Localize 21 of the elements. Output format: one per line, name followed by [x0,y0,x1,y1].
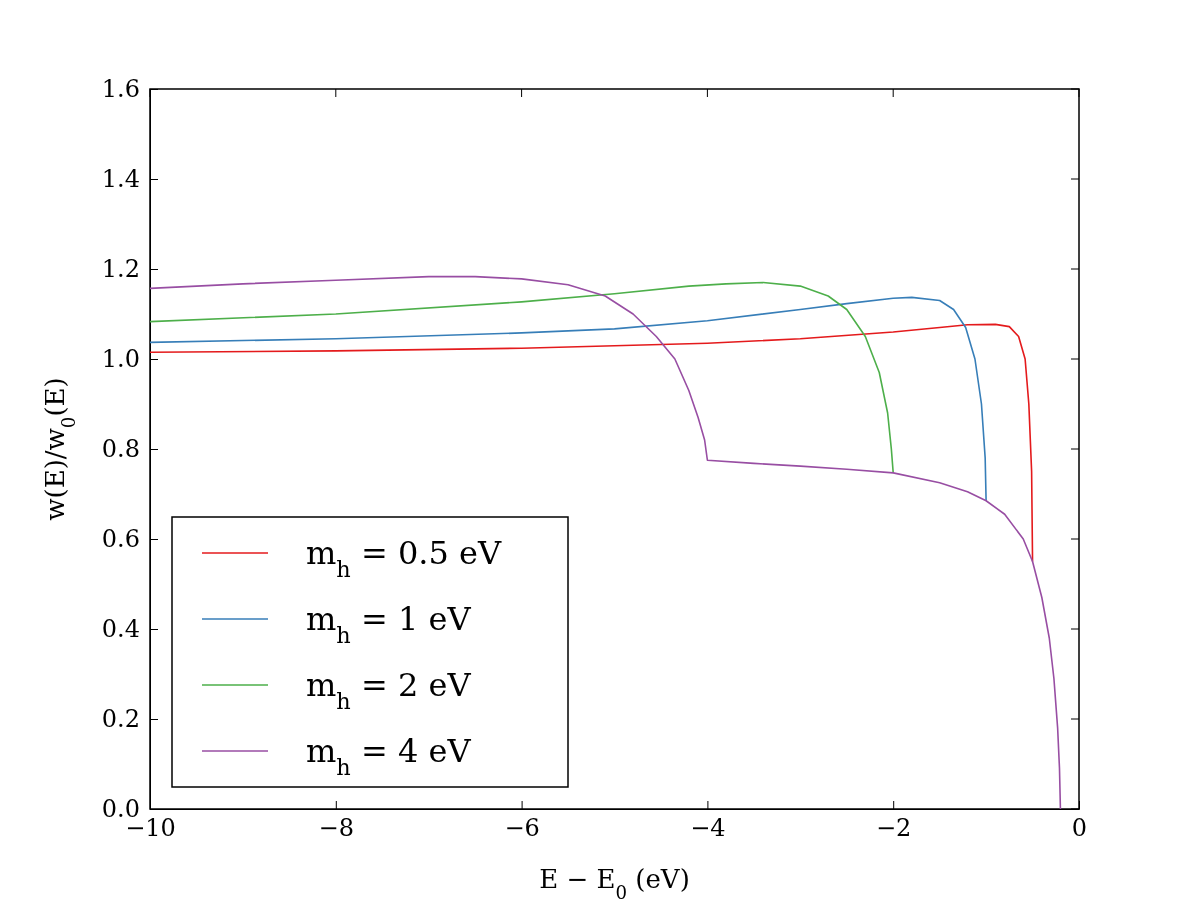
legend-label: m$_{h}$ = 2 eV [306,666,472,714]
y-tick-label: 0.8 [101,435,140,464]
line-series [149,275,1062,810]
legend-label: m$_{h}$ = 0.5 eV [306,534,502,582]
legend-label: m$_{h}$ = 4 eV [306,732,472,780]
legend-label: m$_{h}$ = 1 eV [306,600,472,648]
y-tick-label: 1.0 [101,345,140,374]
y-tick-label: 1.6 [101,75,140,104]
y-tick-label: 0.4 [101,615,140,644]
x-tick-label: −8 [318,814,354,843]
x-tick-label: −2 [876,814,912,843]
line-series [149,281,894,474]
y-tick-label: 1.4 [101,165,140,194]
y-tick-label: 0.6 [101,525,140,554]
line-series [149,296,987,502]
x-axis-title: E − E$_{0}$ (eV) [539,864,690,900]
x-tick-label: −4 [690,814,726,843]
x-tick-label: −6 [504,814,540,843]
x-tick-label: 0 [1071,814,1088,843]
y-tick-label: 0.2 [101,705,140,734]
y-tick-label: 1.2 [101,255,140,284]
